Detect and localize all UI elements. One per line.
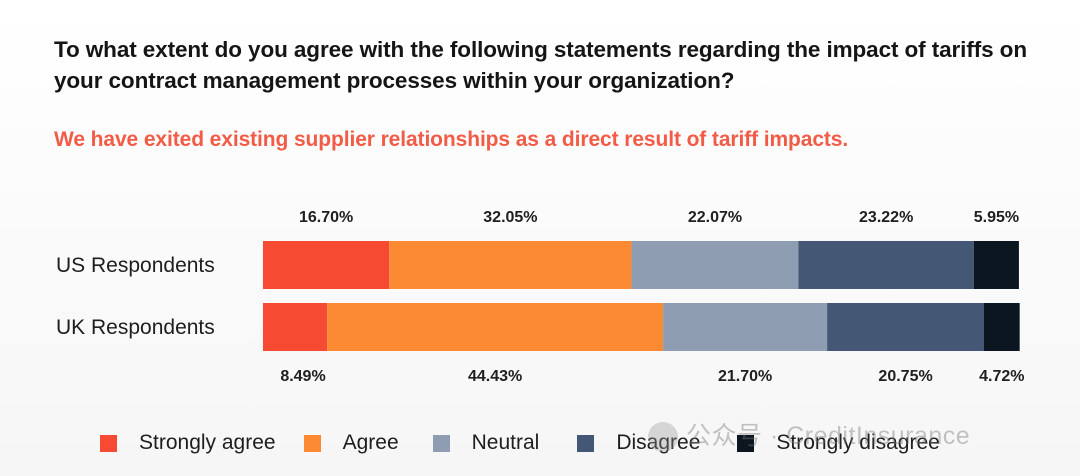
legend-label: Disagree (616, 431, 701, 454)
legend-item-0: Strongly agree (100, 431, 276, 455)
legend-item-2: Neutral (432, 431, 540, 455)
bar-segment-1-1 (327, 303, 664, 351)
data-label-0-1: 32.05% (483, 209, 537, 226)
legend-swatch (737, 434, 755, 452)
category-label-1: UK Respondents (56, 316, 215, 339)
watermark-text: 公众号 · CreditInsurance (686, 422, 971, 450)
bar-segment-0-2 (631, 241, 799, 289)
chart-statement-subtitle: We have exited existing supplier relatio… (54, 128, 849, 151)
wechat-logo-icon (648, 422, 678, 453)
legend-label: Agree (342, 431, 399, 454)
bar-segment-0-4 (973, 241, 1019, 289)
data-label-1-2: 21.70% (718, 368, 772, 385)
category-label-0: US Respondents (56, 254, 215, 277)
bar-segment-0-0 (263, 241, 390, 289)
data-label-1-4: 4.72% (979, 368, 1024, 385)
data-label-1-3: 20.75% (878, 368, 932, 385)
data-label-0-3: 23.22% (859, 209, 913, 226)
bar-segment-0-1 (389, 241, 632, 289)
bar-segment-1-0 (263, 303, 328, 351)
legend-label: Neutral (471, 431, 540, 454)
data-label-1-1: 44.43% (468, 368, 522, 385)
data-label-0-2: 22.07% (688, 209, 742, 226)
legend-swatch (100, 434, 117, 452)
bar-segment-1-3 (827, 303, 984, 351)
legend-item-1: Agree (303, 431, 399, 455)
bar-segment-0-3 (798, 241, 974, 289)
bar-segment-1-2 (663, 303, 828, 351)
watermark: 公众号 · CreditInsurance (648, 416, 971, 453)
legend-label: Strongly agree (139, 431, 276, 454)
stacked-bar-chart: US Respondents 16.70% 32.05% 22.07% 23.22% 5.… (56, 209, 1025, 385)
legend-swatch (577, 434, 595, 452)
legend-swatch (432, 434, 450, 452)
legend-swatch (303, 434, 321, 452)
data-label-0-4: 5.95% (974, 209, 1019, 226)
data-label-1-0: 8.49% (280, 368, 325, 385)
legend-item-3: Disagree (577, 431, 700, 455)
chart-legend: Strongly agree Agree Neutral Disagree Strong… (100, 428, 940, 458)
chart-question-title: To what extent do you agree with the fol… (54, 37, 1027, 93)
legend-label: Strongly disagree (776, 431, 940, 454)
bar-segment-1-4 (983, 303, 1020, 351)
data-label-0-0: 16.70% (299, 209, 353, 226)
legend-item-4: Strongly disagree (737, 431, 940, 455)
